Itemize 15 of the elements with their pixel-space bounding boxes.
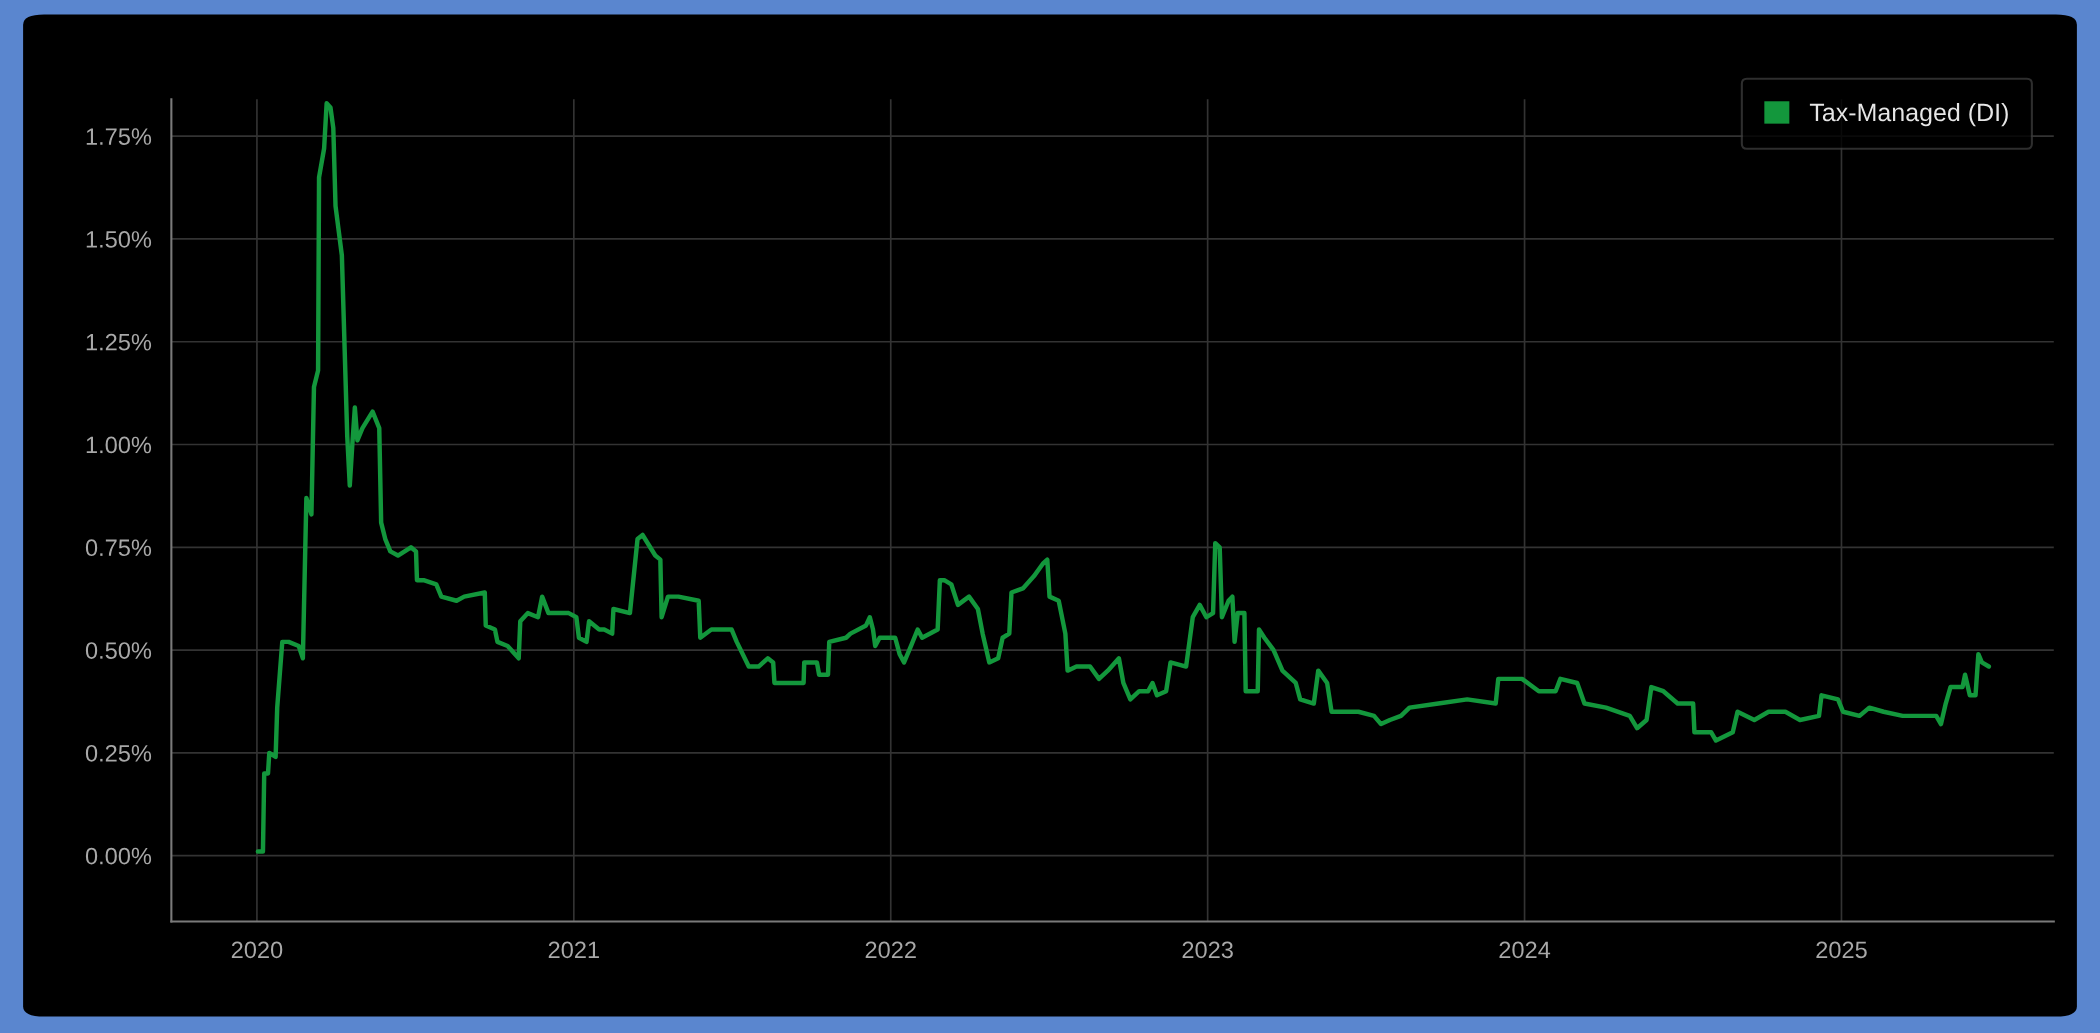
y-tick-label: 1.75% bbox=[86, 128, 152, 145]
y-tick-label: 0.00% bbox=[85, 847, 152, 865]
y-tick-label: 0.25% bbox=[85, 744, 152, 762]
x-tick-label: 2021 bbox=[548, 941, 599, 959]
x-tick-label: 2025 bbox=[1816, 941, 1867, 959]
y-tick-label: 1.25% bbox=[86, 333, 152, 351]
y-tick-label: 0.75% bbox=[85, 539, 152, 557]
x-tick-label: 2024 bbox=[1499, 941, 1551, 959]
x-tick-label: 2020 bbox=[231, 941, 283, 959]
y-tick-label: 0.50% bbox=[85, 642, 152, 659]
x-tick-label: 2022 bbox=[865, 941, 916, 959]
y-tick-label: 1.00% bbox=[86, 436, 152, 454]
x-tick-label: 2023 bbox=[1182, 941, 1233, 959]
legend-label: Tax-Managed (DI) bbox=[1809, 102, 2008, 127]
y-tick-label: 1.50% bbox=[86, 231, 152, 248]
